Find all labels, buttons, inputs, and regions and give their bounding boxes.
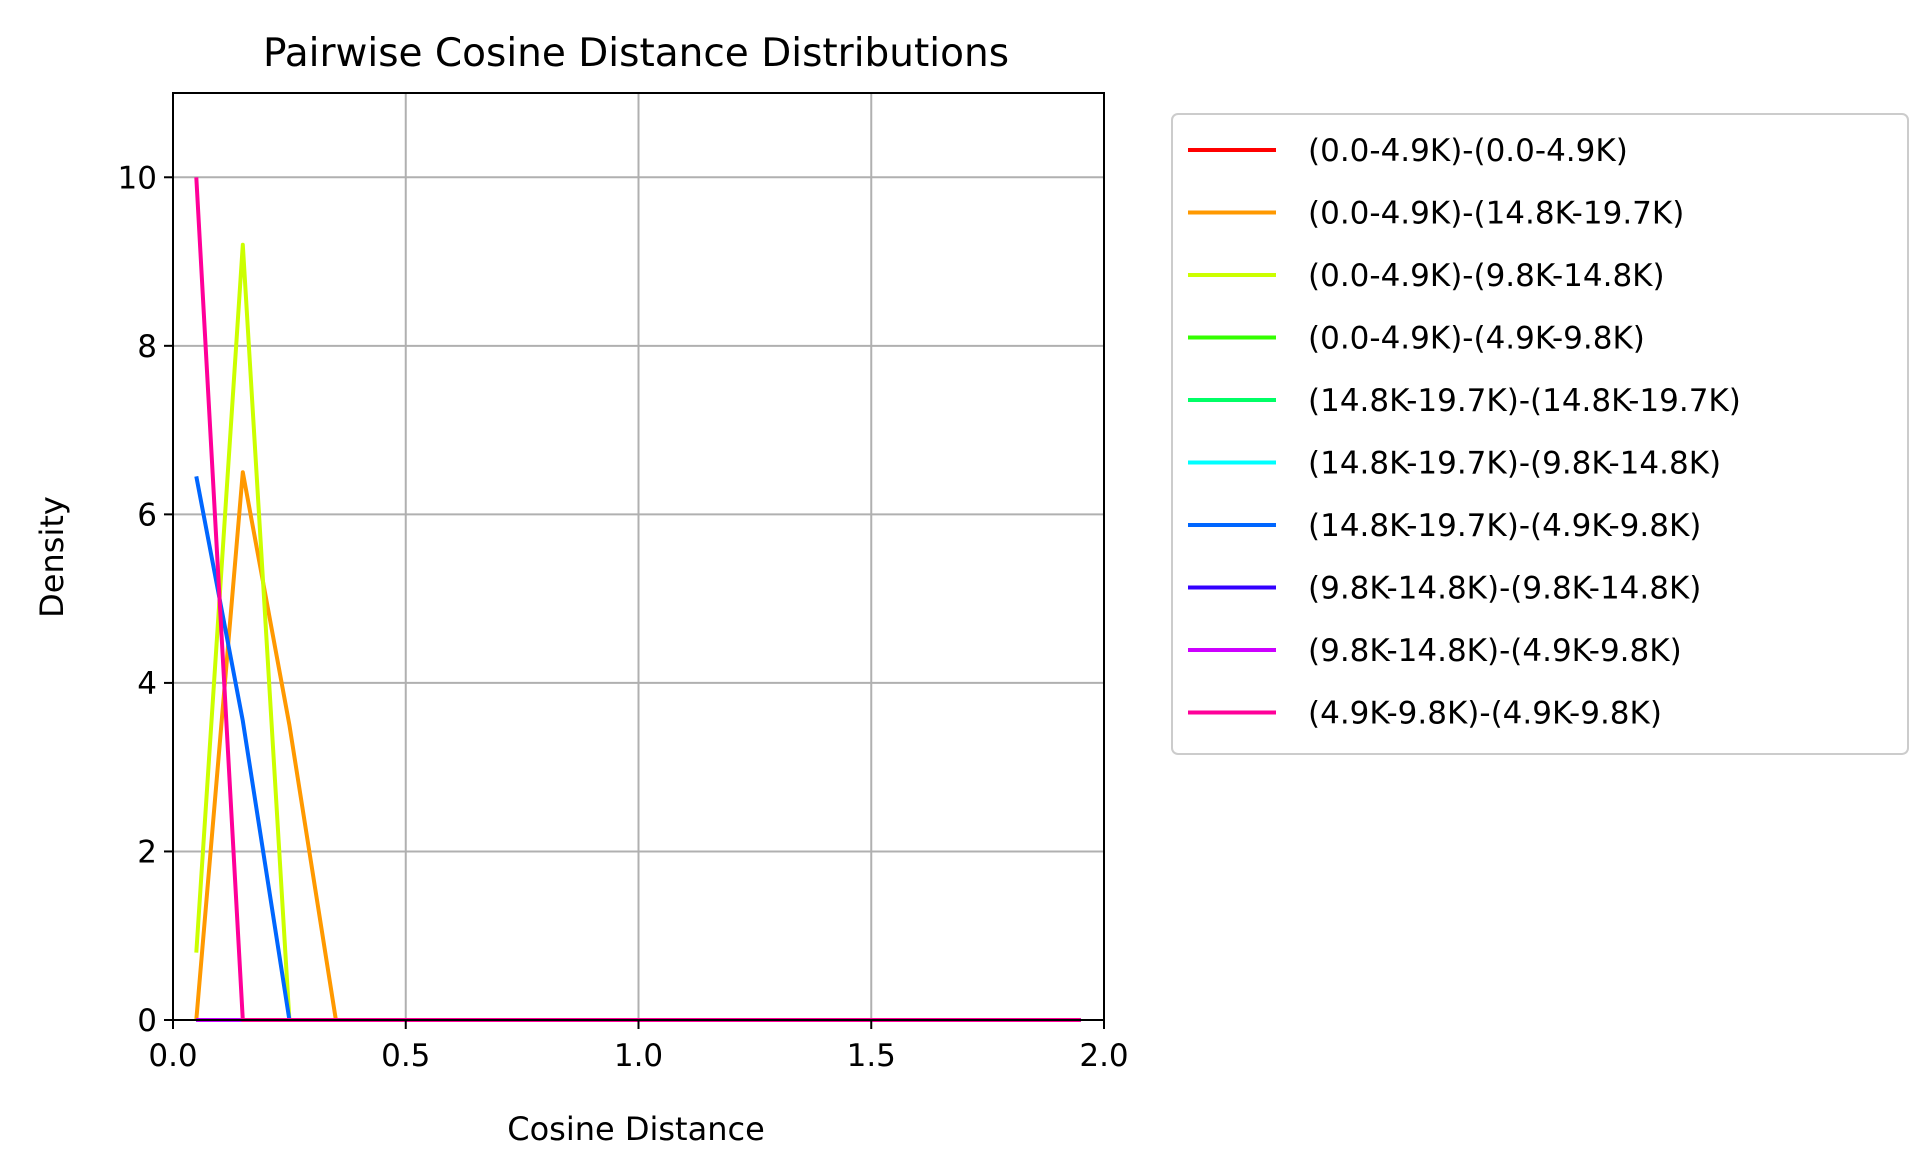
legend-label-2: (0.0-4.9K)-(9.8K-14.8K): [1308, 258, 1665, 294]
x-tick-label: 1.5: [847, 1038, 896, 1074]
legend-label-5: (14.8K-19.7K)-(9.8K-14.8K): [1308, 446, 1721, 482]
y-tick-label: 4: [137, 666, 157, 702]
x-tick-label: 0.5: [381, 1038, 430, 1074]
legend-label-7: (9.8K-14.8K)-(9.8K-14.8K): [1308, 571, 1701, 607]
y-tick-label: 6: [137, 497, 157, 533]
y-tick-label: 2: [137, 834, 157, 870]
legend-box: [1171, 113, 1909, 755]
x-tick-label: 0.0: [148, 1038, 197, 1074]
y-axis: 0 2 4 6 8 10: [118, 160, 173, 1039]
legend-label-6: (14.8K-19.7K)-(4.9K-9.8K): [1308, 508, 1701, 544]
legend-label-4: (14.8K-19.7K)-(14.8K-19.7K): [1308, 383, 1741, 419]
y-tick-label: 10: [118, 160, 157, 196]
x-axis: 0.0 0.5 1.0 1.5 2.0: [148, 1020, 1129, 1074]
x-axis-title: Cosine Distance: [507, 1110, 765, 1148]
y-axis-title: Density: [33, 496, 71, 618]
legend-label-0: (0.0-4.9K)-(0.0-4.9K): [1308, 133, 1628, 169]
legend-label-3: (0.0-4.9K)-(4.9K-9.8K): [1308, 321, 1645, 357]
chart-title: Pairwise Cosine Distance Distributions: [263, 31, 1009, 76]
y-tick-label: 0: [137, 1003, 157, 1039]
legend: (0.0-4.9K)-(0.0-4.9K) (0.0-4.9K)-(14.8K-1…: [1171, 113, 1909, 755]
x-tick-label: 2.0: [1079, 1038, 1128, 1074]
legend-label-8: (9.8K-14.8K)-(4.9K-9.8K): [1308, 633, 1682, 669]
grid: [172, 93, 1105, 1021]
legend-label-9: (4.9K-9.8K)-(4.9K-9.8K): [1308, 696, 1662, 732]
legend-label-1: (0.0-4.9K)-(14.8K-19.7K): [1308, 196, 1684, 232]
x-tick-label: 1.0: [614, 1038, 663, 1074]
y-tick-label: 8: [137, 329, 157, 365]
